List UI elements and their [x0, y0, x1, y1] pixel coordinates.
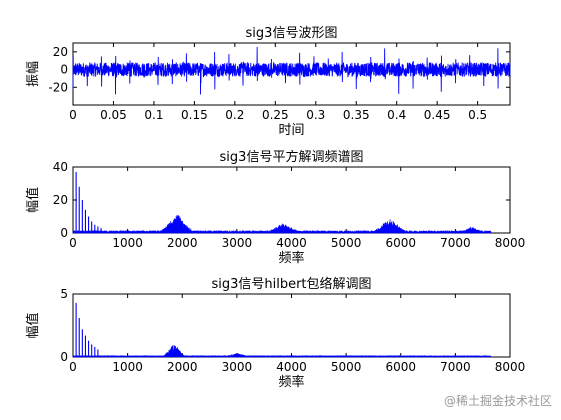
- x-tick-label: 2000: [167, 236, 198, 250]
- plot-area: [72, 166, 511, 234]
- y-tick-label: 0: [60, 350, 68, 364]
- y-axis-label: 幅值: [25, 187, 41, 213]
- chart-title: sig3信号hilbert包络解调图: [211, 276, 371, 292]
- x-tick-label: 0.15: [181, 108, 208, 122]
- y-tick-label: 0: [60, 226, 68, 240]
- x-tick-label: 7000: [440, 360, 471, 374]
- y-tick-label: 20: [53, 193, 68, 207]
- x-axis-label: 频率: [278, 250, 304, 266]
- x-tick-label: 1000: [112, 236, 143, 250]
- y-tick-label: 40: [53, 160, 68, 174]
- x-tick-label: 0: [69, 236, 77, 250]
- x-axis-label: 时间: [278, 123, 304, 138]
- plot-area: [72, 293, 511, 358]
- x-tick-label: 5000: [331, 236, 362, 250]
- x-tick-label: 1000: [112, 360, 143, 374]
- x-tick-label: 0.3: [306, 108, 325, 122]
- x-tick-label: 3000: [222, 236, 253, 250]
- x-tick-label: 0.45: [424, 108, 451, 122]
- x-tick-label: 0: [69, 108, 77, 122]
- chart-title: sig3信号平方解调频谱图: [220, 149, 364, 165]
- x-tick-label: 8000: [495, 236, 526, 250]
- y-tick-label: -20: [48, 80, 68, 94]
- x-tick-label: 0.35: [343, 108, 370, 122]
- series-line: [72, 215, 492, 233]
- x-tick-label: 6000: [385, 360, 416, 374]
- x-tick-label: 7000: [440, 236, 471, 250]
- x-tick-label: 0.25: [262, 108, 289, 122]
- x-tick-label: 8000: [495, 360, 526, 374]
- series-line: [72, 345, 492, 357]
- y-tick-label: 20: [53, 45, 68, 59]
- y-tick-label: 0: [60, 63, 68, 77]
- series-line: [72, 47, 511, 95]
- x-tick-label: 6000: [385, 236, 416, 250]
- x-tick-label: 4000: [276, 360, 307, 374]
- x-tick-label: 0.4: [387, 108, 406, 122]
- y-axis-label: 振幅: [26, 61, 41, 87]
- x-tick-label: 0.2: [225, 108, 244, 122]
- x-tick-label: 0.5: [468, 108, 487, 122]
- x-tick-label: 3000: [222, 360, 253, 374]
- x-tick-label: 0.1: [144, 108, 163, 122]
- x-tick-label: 2000: [167, 360, 198, 374]
- x-tick-label: 4000: [276, 236, 307, 250]
- chart-title: sig3信号波形图: [246, 26, 338, 41]
- x-tick-label: 5000: [331, 360, 362, 374]
- x-tick-label: 0.05: [100, 108, 127, 122]
- watermark: @稀土掘金技术社区: [444, 393, 552, 408]
- y-axis-label: 幅值: [25, 312, 41, 338]
- y-tick-label: 5: [60, 287, 68, 301]
- x-tick-label: 0: [69, 360, 77, 374]
- x-axis-label: 频率: [278, 374, 304, 390]
